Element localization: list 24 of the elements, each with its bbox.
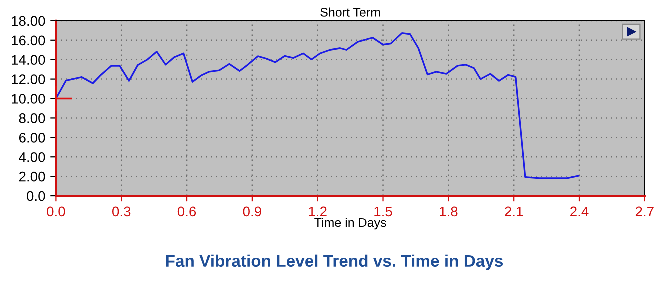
y-tick-label: 12.00	[12, 74, 46, 84]
x-tick-label: 2.7	[636, 206, 654, 217]
x-tick-label: 2.4	[570, 206, 589, 217]
x-tick-label: 0.0	[47, 206, 66, 217]
y-tick-label: 18.00	[12, 16, 46, 26]
y-tick-label: 4.00	[19, 152, 46, 162]
y-tick-label: 0.0	[27, 191, 46, 202]
text: Fan Vibration Level Trend vs. Time in Days	[166, 254, 504, 270]
y-tick-label: 10.00	[12, 94, 46, 104]
x-tick-label: 1.8	[440, 206, 458, 217]
x-tick-label: 0.9	[243, 206, 262, 217]
x-tick-label: 0.3	[112, 206, 131, 217]
y-tick-label: 8.00	[19, 114, 46, 124]
x-tick-label: 0.6	[178, 206, 196, 217]
chart-title: Short Term	[320, 8, 380, 17]
x-axis-title: Time in Days	[314, 218, 386, 230]
x-tick-label: 1.5	[374, 206, 392, 217]
y-tick-label: 16.00	[12, 36, 46, 46]
y-tick-label: 14.00	[12, 55, 46, 66]
line-series	[56, 32, 580, 180]
y-tick-label: 6.00	[19, 133, 46, 143]
x-tick-label: 2.1	[505, 206, 524, 217]
x-tick-label: 1.2	[309, 206, 327, 217]
y-tick-label: 2.00	[19, 172, 46, 182]
